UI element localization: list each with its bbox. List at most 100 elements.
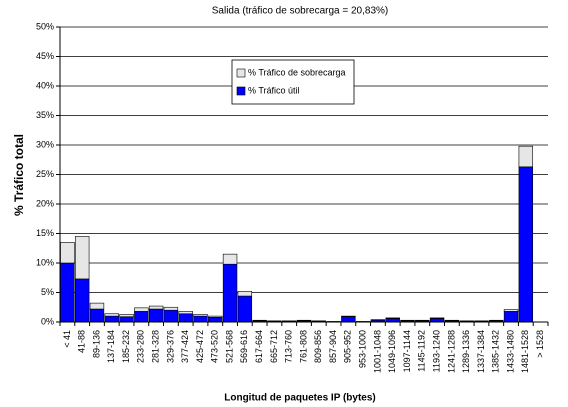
bar-segment — [89, 302, 105, 310]
x-tick-label: 761-808 — [298, 330, 308, 363]
y-tick-label: 45% — [36, 51, 54, 61]
bar-segment — [119, 314, 134, 317]
y-tick-label: 10% — [36, 257, 54, 267]
bar-segment — [163, 306, 179, 311]
x-tick-label: 1001-1048 — [372, 330, 382, 373]
bar-segment — [237, 291, 253, 297]
bar-segment — [89, 308, 105, 323]
bar-segment — [134, 311, 149, 323]
bar-segment — [503, 309, 519, 312]
bar-segment — [267, 320, 282, 322]
bar-segment — [148, 305, 164, 310]
x-tick-label: 1385-1432 — [491, 330, 501, 373]
bar-segment — [518, 145, 534, 168]
x-tick-label: 425-472 — [195, 330, 205, 363]
x-tick-label: 1337-1384 — [476, 330, 486, 373]
y-tick-label: 25% — [36, 169, 54, 179]
x-tick-label: > 1528 — [535, 330, 545, 358]
x-tick-label: 1097-1144 — [402, 330, 412, 372]
bar-segment — [178, 311, 193, 315]
legend-label: % Tráfico de sobrecarga — [248, 67, 346, 77]
x-tick-label: 713-760 — [284, 330, 294, 363]
x-tick-label: 809-856 — [313, 330, 323, 363]
bar-segment — [429, 317, 445, 319]
x-tick-label: 665-712 — [269, 330, 279, 363]
x-tick-label: 617-664 — [254, 330, 264, 363]
bar-segment — [193, 315, 208, 323]
bar-segment — [296, 319, 312, 322]
bar-segment — [444, 319, 460, 322]
x-tick-label: 281-328 — [150, 330, 160, 363]
x-tick-label: 953-1000 — [358, 330, 368, 368]
bar-segment — [400, 319, 415, 322]
bar-segment — [208, 316, 223, 323]
bar-segment — [163, 309, 179, 323]
x-tick-label: 329-376 — [165, 330, 175, 363]
y-axis-title: % Tráfico total — [12, 134, 26, 216]
x-tick-label: 1145-1192 — [417, 330, 427, 372]
x-tick-label: 521-568 — [224, 330, 234, 363]
bar-segment — [208, 315, 223, 318]
y-tick-label: 40% — [36, 80, 54, 90]
legend-label: % Tráfico útil — [248, 85, 300, 95]
bar-segment — [148, 308, 164, 323]
x-tick-label: 1289-1336 — [461, 330, 471, 373]
x-tick-label: 857-904 — [328, 330, 338, 363]
y-tick-label: 5% — [41, 287, 54, 297]
y-tick-label: 15% — [36, 228, 54, 238]
x-tick-label: 1049-1096 — [387, 330, 397, 373]
bar-segment — [370, 319, 386, 321]
bar-segment — [119, 316, 134, 323]
bar-segment — [429, 318, 445, 323]
legend-box — [231, 59, 355, 105]
bar-segment — [60, 262, 75, 323]
x-tick-label: 569-616 — [239, 330, 249, 363]
x-tick-label: 41-88 — [77, 330, 87, 353]
bar-segment — [222, 253, 238, 265]
y-tick-label: 20% — [36, 198, 54, 208]
bar-segment — [222, 263, 238, 323]
y-tick-label: 35% — [36, 110, 54, 120]
bar-segment — [104, 313, 119, 317]
x-tick-label: 1433-1480 — [505, 330, 515, 373]
bar-segment — [341, 316, 356, 323]
y-tick-label: 30% — [36, 139, 54, 149]
bar-segment — [311, 320, 326, 322]
bar-segment — [415, 319, 430, 322]
x-tick-label: 137-184 — [106, 330, 116, 363]
x-axis-title: Longitud de paquetes IP (bytes) — [224, 393, 376, 404]
legend-swatch — [236, 68, 246, 78]
bar-segment — [385, 318, 400, 323]
bar-segment — [193, 314, 208, 317]
bar-segment — [459, 320, 474, 322]
bar-segment — [74, 278, 90, 323]
x-tick-label: 233-280 — [136, 330, 146, 363]
bar-segment — [237, 295, 253, 323]
bar-segment — [341, 315, 356, 317]
bar-segment — [252, 319, 267, 322]
bar-segment — [518, 166, 534, 323]
bar-segment — [282, 320, 297, 322]
bar-segment — [178, 313, 193, 323]
y-tick-label: 0% — [41, 316, 54, 326]
bar-segment — [74, 236, 90, 280]
x-tick-label: 377-424 — [180, 330, 190, 363]
bar-segment — [489, 319, 504, 322]
x-tick-label: 473-520 — [210, 330, 220, 363]
bar-segment — [503, 311, 519, 323]
x-tick-label: 89-136 — [91, 330, 101, 358]
x-tick-label: < 41 — [62, 330, 72, 348]
x-tick-label: 1241-1288 — [446, 330, 456, 373]
bar-segment — [60, 242, 75, 264]
bar-segment — [104, 315, 119, 323]
bar-segment — [134, 307, 149, 312]
x-tick-label: 1193-1240 — [431, 330, 441, 372]
chart-title: Salida (tráfico de sobrecarga = 20,83%) — [212, 6, 389, 17]
x-tick-label: 185-232 — [121, 330, 131, 363]
x-tick-label: 905-952 — [343, 330, 353, 363]
bar-segment — [474, 320, 489, 322]
y-tick-label: 50% — [36, 21, 54, 31]
bar-segment — [385, 317, 400, 319]
x-tick-label: 1481-1528 — [520, 330, 530, 373]
